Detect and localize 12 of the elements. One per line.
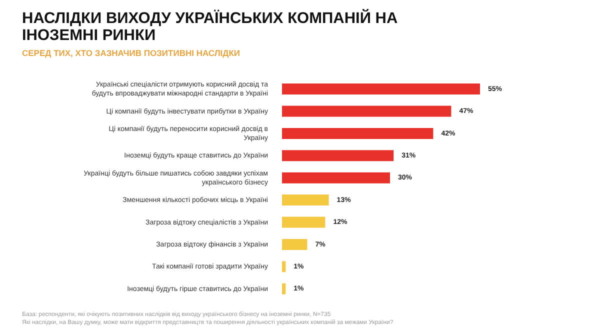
bar bbox=[282, 106, 452, 117]
bar bbox=[282, 216, 326, 228]
bar bbox=[282, 150, 394, 162]
bar bbox=[282, 261, 286, 272]
bar bbox=[282, 194, 329, 206]
bar bbox=[282, 238, 308, 250]
text: СЕРЕД ТИХ, ХТО ЗАЗНАЧИВ ПОЗИТИВНІ НАСЛІДКИ bbox=[22, 48, 240, 58]
chart-title: НАСЛІДКИ ВИХОДУ УКРАЇНСЬКИХ КОМПАНІЙ НА ІНОЗЕМНІ РИНКИ bbox=[22, 10, 399, 44]
bar bbox=[282, 172, 390, 184]
bar bbox=[282, 128, 434, 139]
bar bbox=[282, 84, 480, 95]
bar bbox=[282, 283, 286, 294]
